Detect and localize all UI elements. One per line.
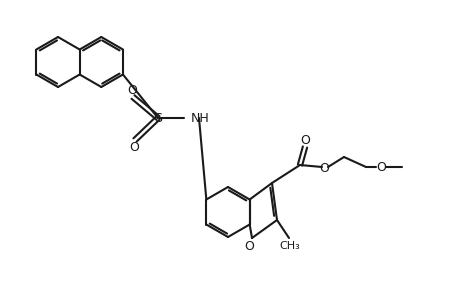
Text: NH: NH <box>191 111 210 125</box>
Text: O: O <box>300 133 310 147</box>
Text: O: O <box>244 240 254 252</box>
Text: O: O <box>319 162 329 174</box>
Text: S: S <box>154 111 162 125</box>
Text: O: O <box>127 84 137 96</box>
Text: O: O <box>129 140 139 154</box>
Text: O: O <box>376 161 386 174</box>
Text: CH₃: CH₃ <box>279 241 300 251</box>
